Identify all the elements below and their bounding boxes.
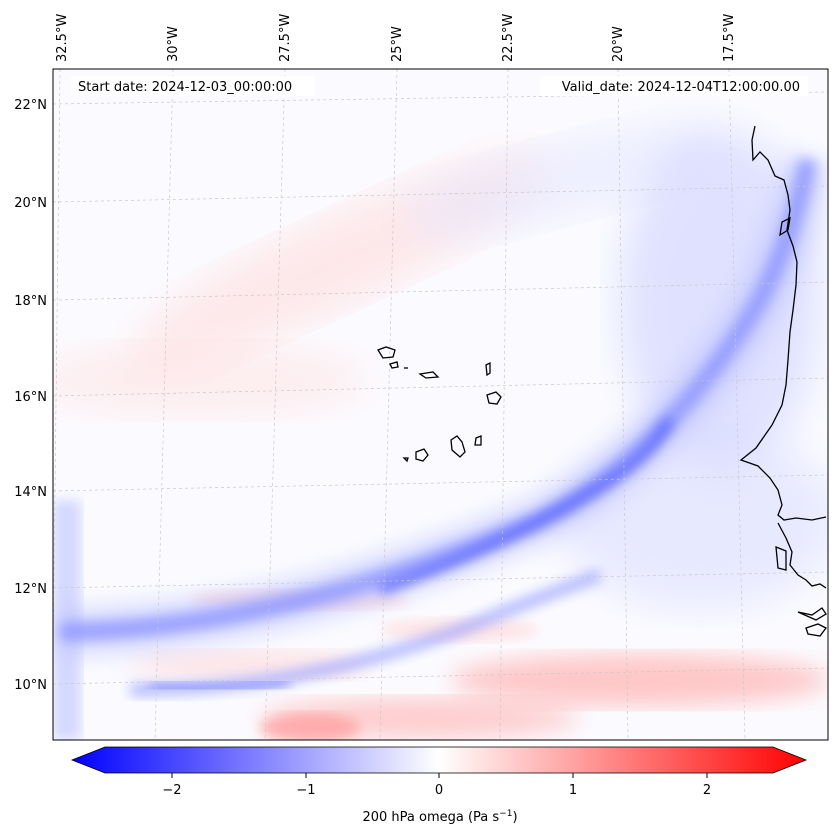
island-sao-vicente	[389, 361, 399, 369]
colorbar-ticks	[171, 773, 708, 778]
island-santo-antao	[377, 346, 396, 359]
colorbar-title: 200 hPa omega (Pa s−1)	[362, 809, 517, 825]
lon-label: 22.5°W	[501, 14, 516, 62]
coastline	[739, 125, 827, 637]
island-brava	[402, 457, 409, 463]
island-boa-vista	[486, 391, 502, 405]
lat-label: 22°N	[14, 98, 47, 113]
colorbar-tick-label: 1	[569, 783, 577, 798]
lat-label: 20°N	[14, 196, 47, 211]
cape-verde-islands	[377, 346, 502, 463]
island-fogo	[415, 448, 429, 462]
colorbar-tick-label: −1	[296, 783, 315, 798]
colorbar-tick-label: 2	[703, 783, 711, 798]
latitude-labels: 22°N 20°N 18°N 16°N 14°N 12°N 10°N	[14, 98, 47, 693]
valid-date-label: Valid_date: 2024-12-04T12:00:00.00	[562, 80, 800, 95]
colorbar-tick-label: −2	[162, 783, 181, 798]
omega-field	[53, 123, 828, 740]
start-date-box	[71, 76, 315, 96]
lon-label: 32.5°W	[55, 14, 70, 62]
lat-label: 18°N	[14, 294, 47, 309]
island-sal	[485, 361, 491, 377]
colorbar: −2 −1 0 1 2 200 hPa omega (Pa s−1)	[70, 746, 808, 825]
longitude-labels: 32.5°W 30°W 27.5°W 25°W 22.5°W 20°W 17.5…	[55, 14, 737, 62]
valid-date-box	[540, 76, 808, 96]
map-panel: Start date: 2024-12-03_00:00:00 Valid_da…	[53, 69, 828, 740]
map-frame	[52, 68, 829, 741]
island-santiago	[450, 435, 466, 458]
lon-label: 27.5°W	[278, 14, 293, 62]
lon-label: 20°W	[611, 26, 626, 62]
lon-label: 17.5°W	[722, 14, 737, 62]
lat-label: 16°N	[14, 390, 47, 405]
island-maio	[474, 435, 482, 446]
lat-label: 10°N	[14, 678, 47, 693]
colorbar-tick-label: 0	[435, 783, 443, 798]
lat-label: 12°N	[14, 582, 47, 597]
lon-label: 30°W	[166, 26, 181, 62]
lat-label: 14°N	[14, 485, 47, 500]
colorbar-gradient	[70, 746, 808, 774]
island-sao-nicolau	[418, 371, 440, 379]
start-date-label: Start date: 2024-12-03_00:00:00	[78, 80, 292, 95]
lon-label: 25°W	[390, 26, 405, 62]
